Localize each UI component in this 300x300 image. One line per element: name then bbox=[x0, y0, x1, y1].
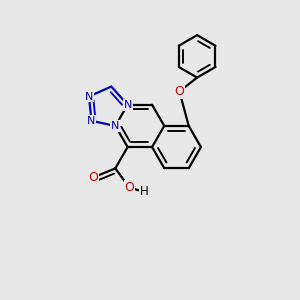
Text: N: N bbox=[111, 121, 120, 131]
Text: N: N bbox=[123, 100, 132, 110]
Text: H: H bbox=[140, 185, 148, 198]
Text: O: O bbox=[175, 85, 184, 98]
Text: N: N bbox=[85, 92, 93, 101]
Text: O: O bbox=[124, 181, 134, 194]
Text: O: O bbox=[88, 171, 98, 184]
Text: N: N bbox=[87, 116, 96, 126]
